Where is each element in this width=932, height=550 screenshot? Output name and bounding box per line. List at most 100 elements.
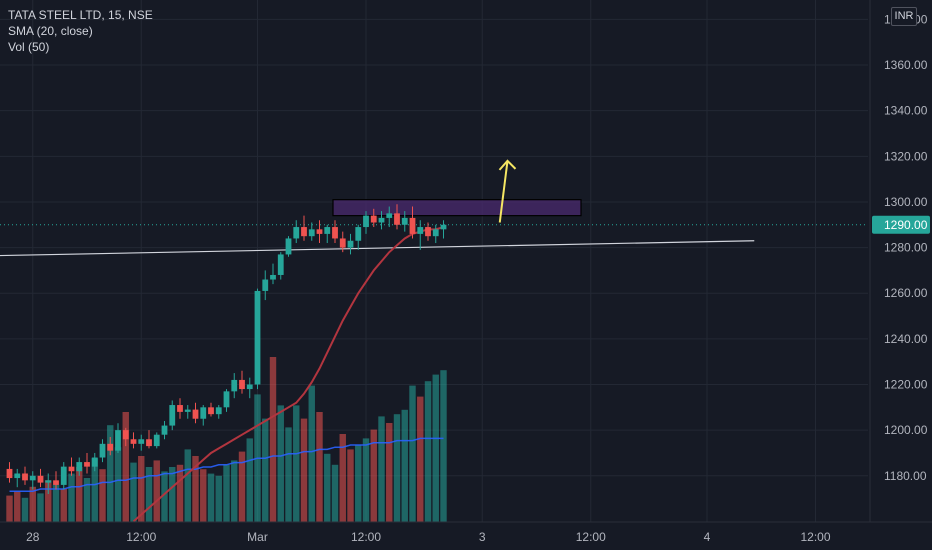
price-tick-label: 1280.00	[884, 241, 928, 255]
candle-body	[363, 215, 369, 228]
candle-body	[53, 480, 59, 485]
candle-body	[177, 405, 183, 412]
volume-bar	[316, 412, 323, 522]
candle-body	[84, 462, 90, 467]
price-tick-label: 1260.00	[884, 286, 928, 300]
candle-body	[386, 213, 393, 218]
candle-body	[60, 466, 67, 485]
candle-body	[308, 229, 315, 237]
volume-bar	[161, 471, 168, 522]
candle-body	[332, 227, 338, 239]
candle-body	[378, 217, 385, 223]
volume-bar	[269, 357, 277, 522]
candle-body	[6, 468, 13, 479]
volume-bar	[45, 480, 52, 522]
candle-body	[22, 473, 28, 481]
candle-body	[316, 229, 323, 234]
volume-bar	[355, 445, 362, 522]
volume-bar	[83, 478, 91, 522]
volume-bar	[200, 469, 207, 522]
candle-body	[425, 227, 431, 237]
volume-bar	[114, 447, 122, 522]
candle-body	[277, 254, 284, 275]
candle-body	[301, 227, 307, 237]
volume-bar	[91, 458, 98, 522]
candle-body	[394, 213, 400, 225]
volume-bar	[331, 464, 339, 522]
volume-bar	[308, 385, 315, 522]
volume-bar	[130, 462, 137, 522]
volume-bar	[417, 396, 424, 522]
volume-bar	[231, 460, 238, 522]
time-tick-label: 12:00	[800, 530, 830, 544]
volume-bar	[293, 405, 300, 522]
volume-bar	[122, 412, 129, 522]
candle-body	[270, 274, 276, 280]
volume-bar	[184, 449, 191, 522]
volume-bar	[153, 460, 160, 522]
volume-bar	[176, 464, 184, 522]
last-price-label: 1290.00	[884, 218, 928, 232]
legend-sma[interactable]: SMA (20, close)	[8, 24, 93, 38]
candle-body	[200, 407, 207, 419]
candle-body	[192, 409, 199, 419]
currency-badge[interactable]: INR	[891, 7, 917, 26]
candle-body	[285, 238, 292, 255]
volume-bar	[432, 374, 439, 522]
volume-ma-line	[9, 437, 444, 492]
candle-body	[14, 473, 21, 479]
price-tick-label: 1180.00	[884, 469, 927, 483]
volume-bar	[223, 464, 230, 522]
candle-body	[409, 217, 416, 234]
price-tick-label: 1340.00	[884, 104, 928, 118]
candle-body	[115, 430, 121, 451]
volume-bar	[192, 456, 199, 522]
legend: TATA STEEL LTD, 15, NSE SMA (20, close) …	[8, 7, 153, 55]
candle-body	[68, 466, 75, 472]
sma-line	[132, 226, 444, 523]
volume-bar	[339, 434, 346, 522]
time-tick-label: 28	[26, 530, 40, 544]
candle-body	[339, 238, 346, 248]
time-tick-label: 12:00	[576, 530, 606, 544]
volume-bar	[347, 449, 354, 522]
volume-bar	[37, 493, 44, 522]
volume-bar	[107, 425, 114, 522]
price-axis-background	[870, 0, 932, 550]
volume-bar	[60, 489, 67, 522]
volume-bar	[76, 467, 83, 522]
volume-bar	[424, 381, 432, 522]
volume-bar	[21, 497, 29, 522]
candle-body	[37, 475, 44, 483]
candle-body	[440, 224, 447, 230]
volume-bar	[393, 414, 401, 522]
candle-body	[417, 227, 424, 234]
candle-body	[138, 439, 145, 444]
candle-body	[401, 217, 408, 225]
resistance-zone	[332, 199, 582, 217]
volume-bar	[370, 429, 377, 522]
candle-body	[161, 425, 168, 435]
time-tick-label: 12:00	[351, 530, 381, 544]
volume-bar	[145, 467, 153, 522]
candle-body	[122, 430, 129, 440]
candle-body	[184, 409, 191, 412]
candle-body	[347, 240, 354, 248]
candle-body	[45, 480, 52, 483]
candle-body	[293, 227, 300, 239]
legend-volume[interactable]: Vol (50)	[8, 40, 50, 54]
candle-body	[153, 434, 160, 447]
volume-bar	[324, 453, 331, 522]
volume-bar	[215, 475, 222, 522]
volume-bar	[99, 469, 106, 522]
time-tick-label: 4	[704, 530, 711, 544]
volume-bar	[262, 418, 269, 522]
candle-body	[432, 229, 439, 237]
candle-body	[370, 215, 377, 223]
volume-bar	[362, 438, 370, 522]
legend-symbol[interactable]: TATA STEEL LTD, 15, NSE	[8, 8, 153, 22]
time-tick-label: 12:00	[126, 530, 156, 544]
volume-bar	[277, 405, 284, 522]
